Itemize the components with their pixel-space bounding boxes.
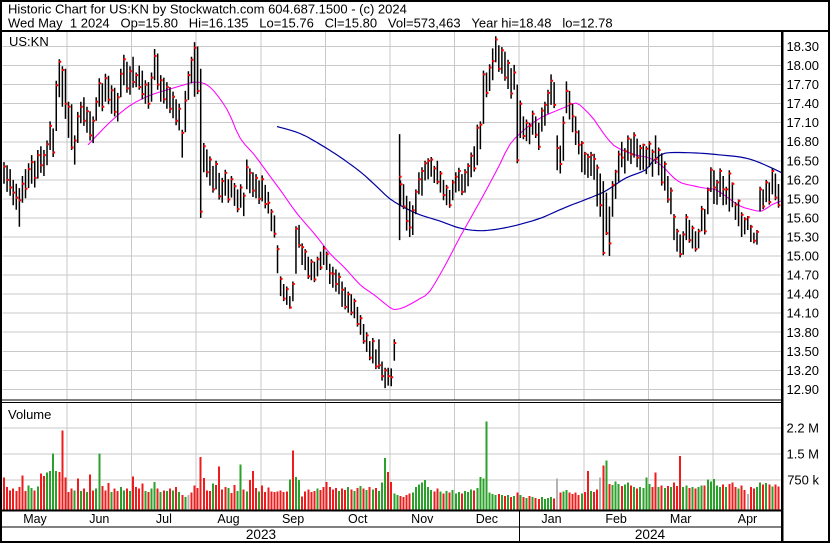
svg-text:2024: 2024 xyxy=(635,527,666,542)
svg-text:12.90: 12.90 xyxy=(786,382,819,397)
svg-text:17.40: 17.40 xyxy=(786,96,819,111)
svg-text:13.50: 13.50 xyxy=(786,344,819,359)
svg-text:15.60: 15.60 xyxy=(786,211,819,226)
svg-text:15.30: 15.30 xyxy=(786,230,819,245)
svg-text:14.40: 14.40 xyxy=(786,287,819,302)
svg-text:16.20: 16.20 xyxy=(786,172,819,187)
svg-text:Historic Chart for US:KN by St: Historic Chart for US:KN by Stockwatch.c… xyxy=(8,2,407,17)
svg-text:17.70: 17.70 xyxy=(786,77,819,92)
svg-text:1.5 M: 1.5 M xyxy=(786,447,819,462)
svg-text:16.50: 16.50 xyxy=(786,153,819,168)
svg-text:2.2 M: 2.2 M xyxy=(786,421,819,436)
svg-text:18.30: 18.30 xyxy=(786,39,819,54)
svg-text:17.10: 17.10 xyxy=(786,115,819,130)
svg-text:Mar: Mar xyxy=(670,512,692,526)
svg-text:Nov: Nov xyxy=(411,512,434,526)
svg-text:Sep: Sep xyxy=(282,512,304,526)
svg-text:Volume: Volume xyxy=(8,407,51,422)
svg-text:Jul: Jul xyxy=(156,512,172,526)
svg-text:13.20: 13.20 xyxy=(786,363,819,378)
svg-text:18.00: 18.00 xyxy=(786,58,819,73)
svg-text:US:KN: US:KN xyxy=(9,34,49,49)
svg-text:May: May xyxy=(23,512,47,526)
svg-text:Apr: Apr xyxy=(738,512,757,526)
svg-text:16.80: 16.80 xyxy=(786,134,819,149)
svg-text:14.70: 14.70 xyxy=(786,268,819,283)
svg-text:14.10: 14.10 xyxy=(786,306,819,321)
svg-text:Wed May 1 2024 Op=15.80 H: Wed May 1 2024 Op=15.80 Hi=16.135 Lo=15.… xyxy=(8,16,613,31)
svg-text:13.80: 13.80 xyxy=(786,325,819,340)
svg-text:15.90: 15.90 xyxy=(786,191,819,206)
svg-text:Aug: Aug xyxy=(217,512,239,526)
svg-text:2023: 2023 xyxy=(246,527,276,542)
svg-text:15.00: 15.00 xyxy=(786,249,819,264)
svg-text:Oct: Oct xyxy=(348,512,368,526)
svg-text:Dec: Dec xyxy=(476,512,498,526)
svg-text:Jun: Jun xyxy=(89,512,109,526)
svg-text:750 k: 750 k xyxy=(787,473,819,488)
svg-text:Feb: Feb xyxy=(605,512,627,526)
svg-text:Jan: Jan xyxy=(541,512,561,526)
